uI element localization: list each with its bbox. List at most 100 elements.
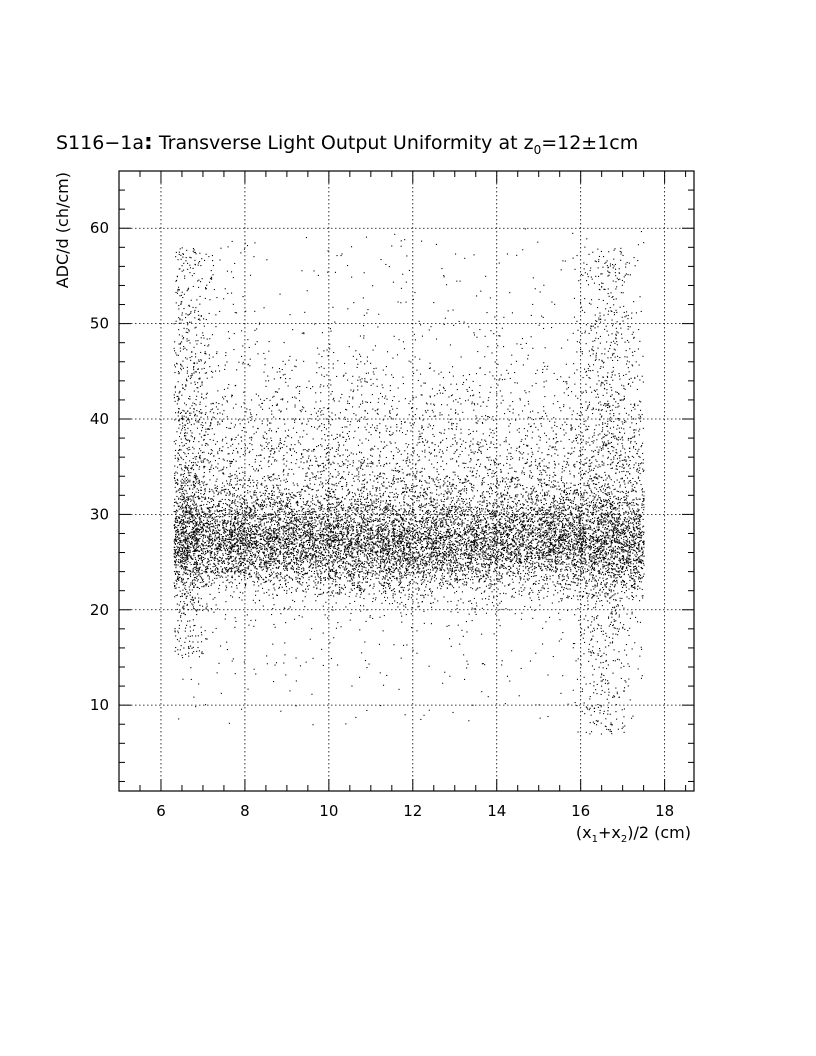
data-point <box>422 561 424 563</box>
data-point <box>603 520 605 522</box>
data-point <box>557 516 559 518</box>
data-point <box>383 540 385 542</box>
data-point <box>318 502 320 504</box>
data-point <box>536 513 538 515</box>
data-point <box>353 525 355 527</box>
data-point <box>557 580 559 582</box>
data-point <box>489 527 491 529</box>
data-point <box>232 568 234 570</box>
data-point <box>364 547 366 549</box>
data-point <box>278 510 280 512</box>
data-point <box>441 520 443 522</box>
data-point <box>213 582 215 584</box>
data-point <box>240 546 242 548</box>
data-point <box>272 545 274 547</box>
data-point <box>229 493 231 495</box>
data-point <box>538 565 540 567</box>
data-point <box>415 532 417 534</box>
data-point <box>505 567 507 569</box>
data-point <box>276 572 278 574</box>
data-point <box>623 571 625 573</box>
data-point <box>218 491 220 493</box>
data-point <box>189 510 191 512</box>
data-point <box>254 566 256 568</box>
data-point <box>389 585 391 587</box>
data-point <box>210 516 212 518</box>
data-point <box>361 562 363 564</box>
data-point <box>229 532 231 534</box>
data-point <box>281 503 283 505</box>
data-point <box>405 565 407 567</box>
data-point <box>319 588 321 590</box>
data-point <box>376 512 378 514</box>
data-point <box>448 513 450 515</box>
data-point <box>592 576 594 578</box>
data-point <box>319 549 321 551</box>
data-point <box>360 550 362 552</box>
data-point <box>285 586 287 588</box>
data-point <box>631 549 633 551</box>
data-point <box>291 526 293 528</box>
data-point <box>263 531 265 533</box>
data-point <box>334 540 336 542</box>
data-point <box>194 553 196 555</box>
data-point <box>469 509 471 511</box>
data-point <box>230 536 232 538</box>
data-point <box>589 521 591 523</box>
data-point <box>377 501 379 503</box>
data-point <box>636 569 638 571</box>
data-point <box>240 553 242 555</box>
data-point <box>361 552 363 554</box>
data-point <box>407 585 409 587</box>
data-point <box>474 546 476 548</box>
data-point <box>445 506 447 508</box>
data-point <box>254 528 256 530</box>
data-point <box>421 526 423 528</box>
data-point <box>295 520 297 522</box>
data-point <box>182 574 184 576</box>
data-point <box>616 580 618 582</box>
data-point <box>302 546 304 548</box>
data-point <box>573 521 575 523</box>
data-point <box>529 547 531 549</box>
data-point <box>193 527 195 529</box>
data-point <box>233 545 235 547</box>
data-point <box>486 562 488 564</box>
data-point <box>399 502 401 504</box>
data-point <box>184 527 186 529</box>
data-point <box>312 542 314 544</box>
data-point <box>425 536 427 538</box>
data-point <box>469 554 471 556</box>
data-point <box>556 547 558 549</box>
data-point <box>610 553 612 555</box>
data-point <box>605 528 607 530</box>
data-point <box>441 526 443 528</box>
data-point <box>558 548 560 550</box>
data-point <box>431 546 433 548</box>
data-point <box>311 575 313 577</box>
data-point <box>411 484 413 486</box>
data-point <box>403 587 405 589</box>
data-point <box>345 563 347 565</box>
data-point <box>453 505 455 507</box>
data-point <box>281 526 283 528</box>
data-point <box>614 574 616 576</box>
data-point <box>207 513 209 515</box>
data-point <box>551 486 553 488</box>
data-point <box>351 568 353 570</box>
data-point <box>591 512 593 514</box>
data-point <box>642 518 644 520</box>
data-point <box>320 504 322 506</box>
data-point <box>436 521 438 523</box>
data-point <box>433 524 435 526</box>
data-point <box>222 516 224 518</box>
data-point <box>397 551 399 553</box>
data-point <box>631 572 633 574</box>
data-point <box>593 532 595 534</box>
data-point <box>251 543 253 545</box>
data-point <box>276 535 278 537</box>
data-point <box>540 533 542 535</box>
data-point <box>208 560 210 562</box>
data-point <box>552 536 554 538</box>
data-point <box>399 528 401 530</box>
